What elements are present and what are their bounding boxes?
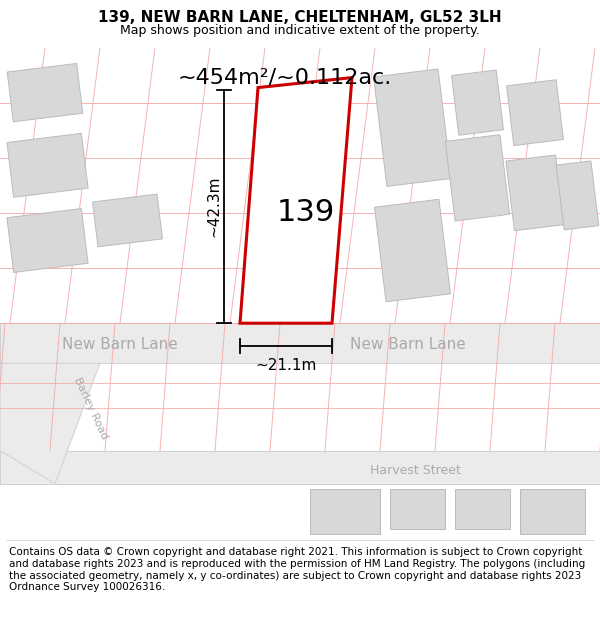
Polygon shape bbox=[7, 64, 83, 122]
Text: ~42.3m: ~42.3m bbox=[206, 176, 221, 237]
Text: ~454m²/~0.112ac.: ~454m²/~0.112ac. bbox=[178, 68, 392, 88]
Text: ~21.1m: ~21.1m bbox=[256, 358, 317, 373]
Polygon shape bbox=[7, 133, 88, 198]
Text: Barley Road: Barley Road bbox=[72, 376, 109, 441]
Polygon shape bbox=[7, 209, 88, 272]
Polygon shape bbox=[240, 78, 352, 323]
Polygon shape bbox=[310, 489, 380, 534]
Polygon shape bbox=[520, 489, 585, 534]
Text: Contains OS data © Crown copyright and database right 2021. This information is : Contains OS data © Crown copyright and d… bbox=[9, 548, 585, 592]
Text: 139, NEW BARN LANE, CHELTENHAM, GL52 3LH: 139, NEW BARN LANE, CHELTENHAM, GL52 3LH bbox=[98, 9, 502, 24]
Polygon shape bbox=[0, 363, 100, 484]
Text: Harvest Street: Harvest Street bbox=[370, 464, 461, 477]
Text: 139: 139 bbox=[277, 198, 335, 228]
Polygon shape bbox=[374, 199, 451, 302]
Text: New Barn Lane: New Barn Lane bbox=[350, 337, 466, 352]
Polygon shape bbox=[506, 80, 563, 146]
Polygon shape bbox=[92, 194, 163, 247]
Polygon shape bbox=[374, 69, 451, 186]
Bar bbox=[0, 451, 600, 484]
Polygon shape bbox=[445, 134, 509, 221]
Polygon shape bbox=[556, 161, 599, 230]
Text: New Barn Lane: New Barn Lane bbox=[62, 337, 178, 352]
Polygon shape bbox=[390, 489, 445, 529]
Polygon shape bbox=[455, 489, 510, 529]
Polygon shape bbox=[452, 70, 503, 135]
Text: Map shows position and indicative extent of the property.: Map shows position and indicative extent… bbox=[120, 24, 480, 37]
Polygon shape bbox=[506, 155, 564, 231]
Bar bbox=[0, 323, 600, 363]
